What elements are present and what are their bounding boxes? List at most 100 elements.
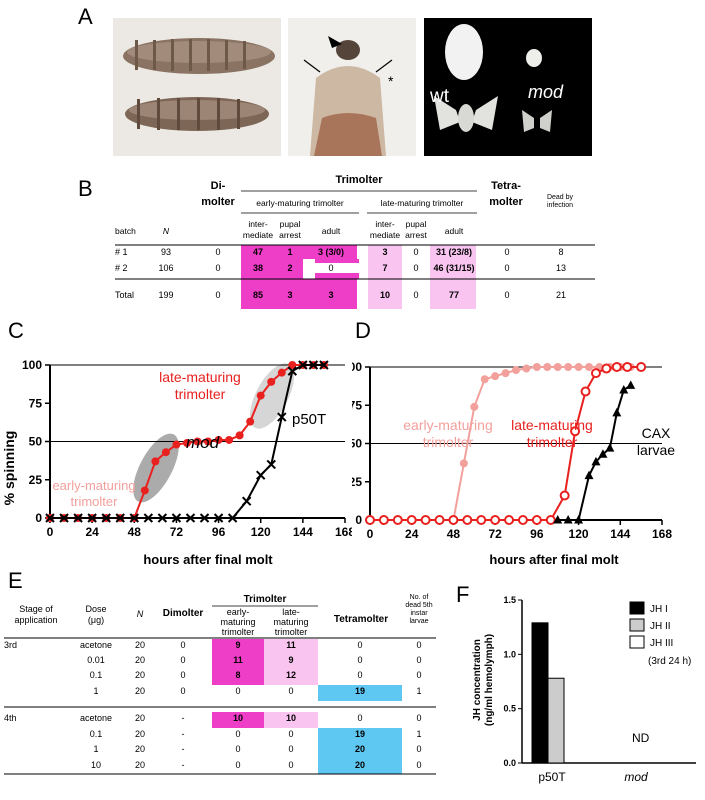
- c-point-0: [193, 437, 202, 446]
- d-x-tick-label: 168: [652, 527, 672, 541]
- c-point-0: [204, 437, 213, 446]
- d-point-2: [553, 515, 563, 524]
- e-row-late: 0: [288, 760, 294, 770]
- col-late-intermediate: inter- mediate: [369, 219, 401, 240]
- c-point-1: [241, 496, 252, 506]
- c-x-tick-label: 24: [85, 525, 99, 539]
- e-row-late: 0: [288, 686, 294, 696]
- f-y-tick-label: 1.0: [503, 649, 516, 659]
- d-y-tick-label: 100: [352, 360, 362, 374]
- row1-tetra: 0: [504, 247, 510, 257]
- panel-label-f: F: [456, 582, 470, 607]
- d-xlabel: hours after final molt: [489, 552, 619, 566]
- d-series-line-2: [557, 384, 632, 521]
- d-point-0: [585, 363, 593, 371]
- e-head-tri: Trimolter: [243, 594, 287, 605]
- e-row-di: 0: [180, 655, 186, 665]
- f-category-label: p50T: [538, 770, 566, 784]
- c-point-1: [256, 470, 266, 480]
- panel-label-a: A: [78, 4, 93, 29]
- c-y-tick-label: 75: [29, 396, 43, 410]
- e-row-early: 0: [235, 729, 241, 739]
- d-point-0: [543, 363, 552, 371]
- c-point-0: [235, 431, 244, 440]
- total-early-int: 85: [252, 290, 263, 300]
- d-point-2: [619, 384, 629, 394]
- pupa-photo: *: [288, 18, 416, 156]
- e-row-tetra: 20: [354, 760, 365, 770]
- d-series-line-1: [370, 366, 642, 521]
- c-point-1: [157, 513, 168, 523]
- asterisk-label: *: [388, 73, 394, 89]
- e-row-n: 20: [134, 670, 145, 680]
- total-early-adu: 3: [328, 290, 334, 300]
- f-y-tick-label: 1.5: [503, 595, 516, 605]
- e-col-dose: Dose (μg): [85, 604, 107, 625]
- d-point-1: [545, 515, 556, 525]
- d-x-tick-label: 24: [405, 527, 419, 541]
- row1-early-int: 47: [252, 247, 263, 257]
- row2-late-pup: 0: [413, 263, 419, 273]
- f-legend-swatch: [629, 618, 645, 632]
- d-point-1: [570, 426, 581, 437]
- e-row-late: 12: [285, 670, 296, 680]
- col-late-adult: adult: [444, 226, 464, 236]
- e-col-tetra: Tetramolter: [333, 614, 389, 625]
- d-point-1: [517, 515, 528, 525]
- e-row-dose: 1: [93, 744, 99, 754]
- e-row-tetra: 19: [354, 729, 365, 739]
- total-early-pup: 3: [287, 290, 293, 300]
- panel-label-c: C: [8, 318, 24, 343]
- cocoon-moth-photo: wt mod: [424, 18, 592, 156]
- f-y-tick-label: 0.5: [503, 704, 516, 714]
- e-row-di: -: [181, 713, 185, 723]
- e-row-early: 0: [235, 686, 241, 696]
- e-row-n: 20: [134, 713, 145, 723]
- c-point-1: [87, 513, 97, 523]
- subheader-early: early-maturing trimolter: [256, 198, 344, 208]
- c-y-tick-label: 50: [29, 435, 43, 449]
- d-point-1: [420, 515, 431, 525]
- c-point-1: [45, 513, 55, 523]
- d-point-0: [564, 363, 573, 371]
- subheader-late: late-maturing trimolter: [380, 198, 464, 208]
- f-bar-jh-i: [531, 622, 549, 764]
- d-y-tick-label: 0: [355, 513, 362, 527]
- e-row-di: 0: [180, 686, 186, 696]
- e-row-late: 10: [285, 713, 296, 723]
- row1-batch: # 1: [115, 247, 128, 257]
- d-x-tick-label: 144: [610, 527, 630, 541]
- e-row-tetra: 19: [354, 686, 365, 696]
- e-row-tetra: 0: [357, 640, 363, 650]
- c-point-1: [199, 513, 210, 523]
- c-annot-early-2: trimolter: [71, 494, 119, 509]
- d-point-2: [612, 407, 622, 417]
- c-x-tick-label: 144: [293, 525, 313, 539]
- c-annot-mod: mod: [186, 433, 220, 452]
- d-y-tick-label: 75: [352, 398, 362, 412]
- total-batch: Total: [115, 290, 135, 300]
- c-point-0: [277, 368, 286, 377]
- c-point-1: [129, 513, 139, 523]
- row1-late-pup: 0: [413, 247, 419, 257]
- d-point-1: [392, 515, 403, 525]
- e-row-late: 9: [288, 655, 294, 665]
- row2-early-adu: 0: [303, 263, 359, 273]
- e-row-dose: 1: [93, 686, 99, 696]
- d-point-1: [636, 362, 647, 372]
- d-point-0: [553, 363, 562, 371]
- d-x-tick-label: 48: [447, 527, 461, 541]
- c-point-1: [319, 360, 329, 370]
- c-point-0: [288, 361, 297, 369]
- e-row-tetra: 0: [357, 713, 363, 723]
- row1-late-int: 3: [382, 247, 388, 257]
- row1-late-adu: 31 (23/8): [435, 247, 473, 257]
- d-point-0: [501, 369, 510, 378]
- c-point-1: [115, 513, 125, 523]
- e-row-dead: 0: [416, 640, 422, 650]
- row2-early-pup: 2: [287, 263, 293, 273]
- e-row-tetra: 0: [357, 670, 363, 680]
- d-x-tick-label: 72: [488, 527, 502, 541]
- e-col-di: Dimolter: [162, 608, 204, 619]
